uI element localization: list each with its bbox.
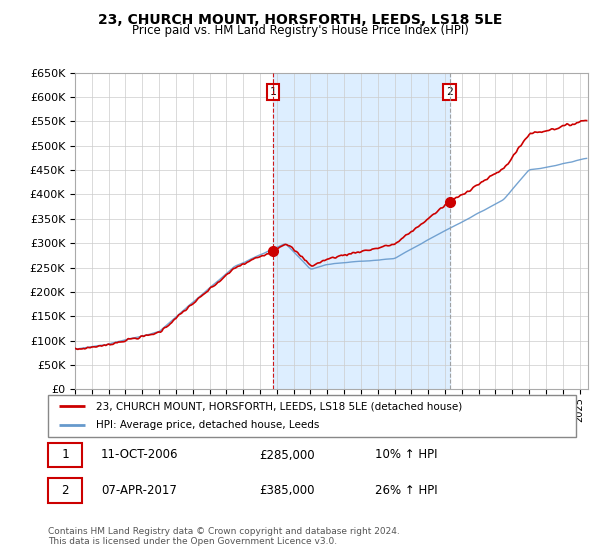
Text: 1: 1 [270,87,277,97]
Text: 2: 2 [61,484,69,497]
Text: 11-OCT-2006: 11-OCT-2006 [101,449,178,461]
Text: 07-APR-2017: 07-APR-2017 [101,484,176,497]
Bar [48,478,82,503]
Text: 23, CHURCH MOUNT, HORSFORTH, LEEDS, LS18 5LE (detached house): 23, CHURCH MOUNT, HORSFORTH, LEEDS, LS18… [95,401,462,411]
Text: HPI: Average price, detached house, Leeds: HPI: Average price, detached house, Leed… [95,421,319,431]
Text: 10% ↑ HPI: 10% ↑ HPI [376,449,438,461]
Text: £385,000: £385,000 [259,484,315,497]
Bar [48,442,82,467]
Text: Contains HM Land Registry data © Crown copyright and database right 2024.
This d: Contains HM Land Registry data © Crown c… [48,526,400,546]
Text: 23, CHURCH MOUNT, HORSFORTH, LEEDS, LS18 5LE: 23, CHURCH MOUNT, HORSFORTH, LEEDS, LS18… [98,13,502,27]
Text: 1: 1 [61,449,69,461]
Text: £285,000: £285,000 [259,449,315,461]
Text: 2: 2 [446,87,453,97]
Text: Price paid vs. HM Land Registry's House Price Index (HPI): Price paid vs. HM Land Registry's House … [131,24,469,36]
Bar [273,73,449,389]
Text: 26% ↑ HPI: 26% ↑ HPI [376,484,438,497]
